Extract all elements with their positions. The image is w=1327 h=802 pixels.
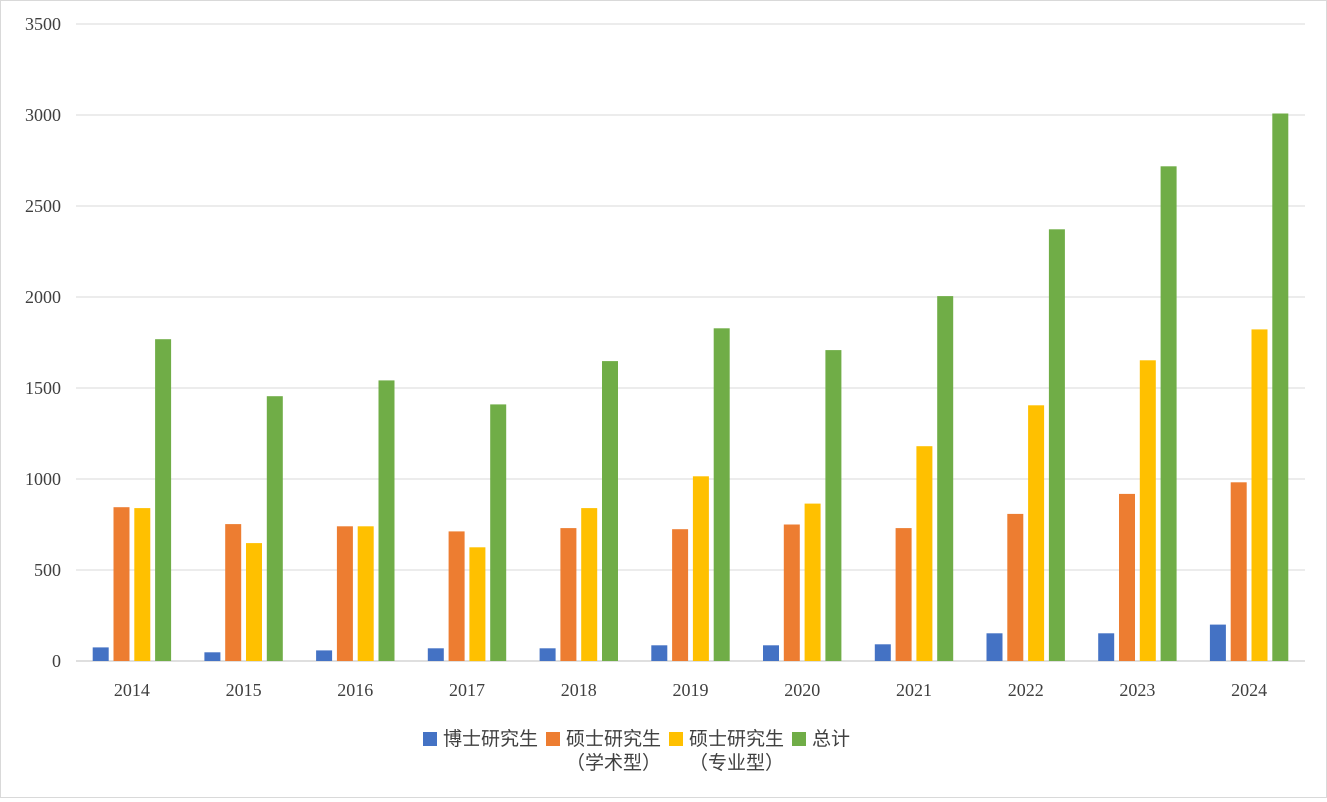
bar-2020-series-0 — [763, 645, 779, 661]
x-tick-label: 2020 — [784, 680, 820, 700]
bar-2021-series-1 — [895, 528, 912, 661]
bar-2018-series-1 — [560, 528, 577, 661]
legend-item-master-professional: 硕士研究生 （专业型） — [669, 727, 784, 775]
bar-2015-series-0 — [204, 652, 221, 661]
bar-2022-series-3 — [1048, 229, 1065, 662]
bar-2016-series-3 — [378, 380, 395, 661]
bar-2015-series-2 — [246, 543, 262, 661]
bar-2022-series-0 — [986, 633, 1003, 661]
legend-swatch-master-professional — [669, 732, 684, 746]
bar-2023-series-3 — [1160, 166, 1177, 662]
legend-swatch-total — [792, 732, 807, 746]
bar-2024-series-3 — [1272, 113, 1289, 661]
bar-2017-series-2 — [469, 547, 486, 662]
x-tick-label: 2014 — [114, 680, 150, 700]
bars — [92, 113, 1289, 662]
bar-2018-series-0 — [539, 648, 556, 661]
bar-2014-series-3 — [155, 339, 172, 661]
x-tick-label: 2015 — [226, 680, 262, 700]
x-tick-label: 2017 — [449, 680, 485, 700]
bar-2017-series-3 — [490, 404, 507, 661]
bar-2015-series-3 — [266, 396, 283, 661]
y-tick-label: 1000 — [25, 469, 61, 489]
axes: 0 500 1000 1500 2000 2500 3000 3500 2014 2015 2016… — [25, 14, 1305, 700]
bar-2016-series-2 — [357, 526, 374, 661]
x-tick-label: 2016 — [337, 680, 373, 700]
bar-2024-series-0 — [1209, 624, 1226, 661]
legend-swatch-phd — [423, 732, 437, 746]
bar-2021-series-2 — [916, 446, 933, 661]
y-tick-label: 0 — [52, 651, 61, 671]
legend-label-total: 总计 — [812, 728, 851, 750]
bar-2014-series-2 — [134, 508, 151, 661]
bar-2019-series-2 — [692, 476, 709, 661]
bar-2023-series-1 — [1119, 493, 1135, 661]
bar-2024-series-2 — [1251, 329, 1268, 661]
bar-2019-series-0 — [651, 645, 668, 661]
bar-2022-series-1 — [1007, 513, 1024, 661]
legend-label-master-academic: 硕士研究生 （学术型） — [566, 728, 662, 774]
bar-2019-series-3 — [713, 328, 730, 661]
bar-2017-series-1 — [448, 531, 465, 661]
y-tick-label: 2500 — [25, 196, 61, 216]
bar-2019-series-1 — [672, 529, 689, 661]
bar-2014-series-1 — [113, 507, 130, 661]
legend-item-total: 总计 — [792, 727, 850, 751]
bar-2018-series-3 — [602, 361, 618, 661]
bar-2018-series-2 — [581, 508, 598, 661]
y-tick-label: 3500 — [25, 14, 61, 34]
legend-item-phd: 博士研究生 — [423, 727, 538, 751]
bar-2016-series-0 — [316, 650, 333, 661]
y-tick-label: 1500 — [25, 378, 61, 398]
bar-2021-series-3 — [937, 296, 954, 661]
x-tick-label: 2018 — [561, 680, 597, 700]
legend-label-master-professional: 硕士研究生 （专业型） — [689, 728, 785, 774]
x-tick-label: 2023 — [1119, 680, 1155, 700]
legend-item-master-academic: 硕士研究生 （学术型） — [546, 727, 661, 775]
y-tick-label: 500 — [34, 560, 61, 580]
bar-2023-series-2 — [1139, 360, 1156, 661]
bar-2024-series-1 — [1230, 482, 1247, 661]
bar-2020-series-2 — [804, 503, 821, 661]
bar-2020-series-3 — [825, 350, 842, 661]
x-tick-label: 2022 — [1008, 680, 1044, 700]
legend: 博士研究生 硕士研究生 （学术型） 硕士研究生 （专业型） 总计 — [423, 727, 858, 777]
gridlines — [76, 23, 1305, 571]
bar-2023-series-0 — [1098, 633, 1115, 661]
bar-2022-series-2 — [1028, 405, 1045, 661]
legend-label-phd: 博士研究生 — [443, 728, 539, 750]
x-tick-label: 2024 — [1231, 680, 1267, 700]
y-tick-label: 3000 — [25, 105, 61, 125]
y-tick-label: 2000 — [25, 287, 61, 307]
bar-2017-series-0 — [427, 648, 444, 661]
bar-2016-series-1 — [336, 526, 353, 661]
bar-2015-series-1 — [225, 524, 242, 661]
bar-2020-series-1 — [783, 524, 800, 661]
bar-2014-series-0 — [92, 647, 109, 661]
x-tick-label: 2021 — [896, 680, 932, 700]
legend-swatch-master-academic — [546, 732, 561, 746]
bar-2021-series-0 — [874, 644, 891, 661]
x-tick-label: 2019 — [673, 680, 709, 700]
